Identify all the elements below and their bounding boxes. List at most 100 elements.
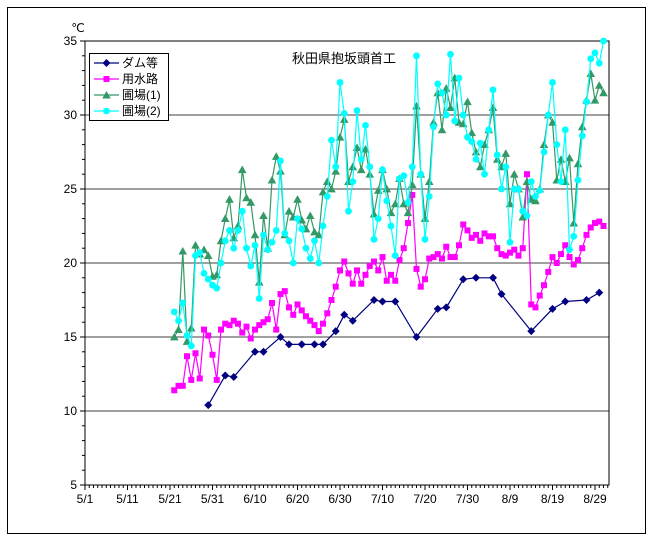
- triangle-marker-icon: [335, 133, 345, 141]
- triangle-marker-icon: [225, 195, 234, 203]
- x-tick-label: 5/1: [77, 492, 94, 506]
- square-marker-icon: [481, 230, 488, 237]
- chart-title: 秋田県抱坂頭首工: [291, 51, 396, 66]
- x-tick-label: 8/29: [583, 492, 607, 506]
- circle-marker-icon: [289, 259, 297, 267]
- x-tick-label: 8/9: [502, 492, 519, 506]
- series-layer: [169, 37, 608, 410]
- circle-marker-icon: [578, 132, 586, 140]
- diamond-marker-icon: [548, 304, 557, 313]
- square-marker-icon: [201, 326, 207, 333]
- diamond-marker-icon: [370, 296, 378, 304]
- triangle-marker-icon: [412, 101, 421, 110]
- circle-marker-icon: [515, 185, 522, 193]
- triangle-marker-icon: [407, 180, 417, 188]
- circle-marker-icon: [103, 107, 110, 115]
- square-marker-icon: [434, 251, 441, 258]
- diamond-marker-icon: [595, 288, 604, 297]
- triangle-marker-icon: [565, 153, 574, 162]
- circle-marker-icon: [417, 170, 425, 178]
- legend-label: 圃場(1): [122, 88, 161, 102]
- circle-marker-icon: [272, 227, 280, 234]
- square-marker-icon: [558, 251, 564, 258]
- square-marker-icon: [417, 283, 424, 290]
- circle-marker-icon: [306, 255, 314, 262]
- circle-marker-icon: [196, 249, 204, 257]
- square-marker-icon: [230, 317, 237, 324]
- circle-marker-icon: [600, 37, 607, 45]
- legend-item-canal: 用水路: [90, 71, 168, 87]
- square-marker-icon: [477, 237, 484, 244]
- square-marker-icon: [439, 255, 445, 262]
- diamond-marker-icon: [102, 59, 111, 67]
- x-tick-label: 6/30: [328, 492, 352, 506]
- square-marker-icon: [515, 252, 522, 259]
- circle-marker-icon: [536, 187, 544, 194]
- circle-marker-icon: [464, 133, 471, 141]
- square-marker-icon: [184, 353, 190, 360]
- square-marker-icon: [570, 261, 577, 268]
- triangle-marker-icon: [191, 241, 200, 249]
- square-marker-icon: [196, 375, 203, 382]
- circle-marker-icon: [332, 163, 340, 171]
- circle-marker-icon: [493, 151, 501, 159]
- triangle-marker-icon: [531, 196, 540, 205]
- square-marker-icon: [392, 277, 399, 284]
- triangle-marker-icon: [446, 103, 455, 111]
- circle-marker-icon: [387, 222, 395, 230]
- triangle-marker-icon: [539, 140, 549, 148]
- square-marker-icon: [239, 329, 246, 336]
- circle-marker-icon: [553, 141, 561, 149]
- circle-marker-icon: [400, 172, 408, 180]
- square-marker-icon: [256, 322, 263, 329]
- square-marker-icon: [413, 265, 420, 272]
- circle-marker-icon: [264, 246, 272, 254]
- square-marker-icon: [511, 246, 518, 253]
- y-tick-label: 15: [64, 330, 78, 344]
- square-marker-icon: [502, 252, 509, 259]
- legend-sample-field2: [94, 107, 119, 115]
- square-marker-icon: [324, 310, 331, 317]
- series-circle: [170, 37, 607, 350]
- square-marker-icon: [379, 254, 386, 261]
- axes: 5 10 15 20 25 30 35 5/1 5/11 5/21 5/31 6/10 6/20 6/30…: [64, 34, 610, 506]
- circle-marker-icon: [353, 107, 361, 114]
- square-marker-icon: [362, 271, 369, 278]
- square-marker-icon: [536, 292, 543, 299]
- circle-marker-icon: [459, 111, 467, 119]
- triangle-marker-icon: [182, 337, 192, 345]
- triangle-marker-icon: [577, 122, 587, 131]
- circle-marker-icon: [447, 50, 454, 58]
- square-marker-icon: [286, 304, 292, 311]
- square-marker-icon: [311, 322, 318, 329]
- triangle-marker-icon: [420, 214, 430, 222]
- square-marker-icon: [553, 260, 560, 266]
- circle-marker-icon: [413, 52, 420, 60]
- triangle-marker-icon: [169, 332, 179, 341]
- circle-marker-icon: [532, 193, 539, 200]
- circle-marker-icon: [187, 342, 195, 350]
- legend-label: 圃場(2): [122, 104, 161, 118]
- circle-marker-icon: [408, 163, 416, 171]
- square-marker-icon: [290, 311, 297, 318]
- square-marker-icon: [579, 245, 586, 252]
- triangle-marker-icon: [220, 214, 230, 222]
- square-marker-icon: [443, 243, 450, 250]
- triangle-marker-icon: [102, 91, 111, 99]
- square-marker-icon: [507, 249, 513, 256]
- square-marker-icon: [494, 245, 501, 252]
- square-marker-icon: [524, 171, 530, 178]
- circle-marker-icon: [315, 259, 323, 267]
- square-marker-icon: [213, 376, 220, 383]
- circle-marker-icon: [383, 197, 391, 205]
- circle-marker-icon: [226, 227, 233, 234]
- square-marker-icon: [328, 297, 335, 303]
- x-tick-label: 7/20: [413, 492, 437, 506]
- square-marker-icon: [188, 376, 195, 383]
- square-marker-icon: [260, 319, 267, 326]
- square-marker-icon: [409, 191, 416, 198]
- circle-marker-icon: [370, 235, 378, 243]
- circle-marker-icon: [425, 193, 433, 200]
- triangle-marker-icon: [250, 230, 260, 239]
- diamond-marker-icon: [489, 273, 497, 282]
